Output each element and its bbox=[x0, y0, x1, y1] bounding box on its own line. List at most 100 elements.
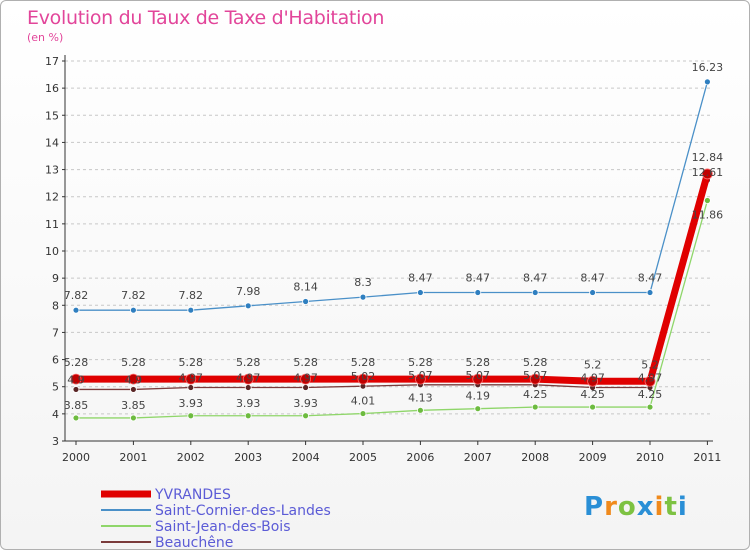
data-label: 8.3 bbox=[354, 276, 372, 289]
data-label: 5.28 bbox=[293, 356, 318, 369]
data-label: 3.93 bbox=[236, 397, 261, 410]
data-label: 5.28 bbox=[466, 356, 491, 369]
chart-title: Evolution du Taux de Taxe d'Habitation bbox=[27, 7, 385, 29]
legend-label: Saint-Cornier-des-Landes bbox=[155, 503, 331, 519]
series-point bbox=[242, 373, 254, 385]
data-label: 4.97 bbox=[179, 372, 204, 385]
data-label: 4.9 bbox=[125, 373, 143, 386]
x-tick-label: 2003 bbox=[234, 451, 262, 464]
data-label: 5.28 bbox=[179, 356, 204, 369]
series-point bbox=[644, 375, 656, 387]
legend-label: Saint-Jean-des-Bois bbox=[155, 519, 291, 535]
x-tick-label: 2009 bbox=[579, 451, 607, 464]
series-point bbox=[474, 405, 482, 413]
y-tick-label: 15 bbox=[45, 109, 59, 122]
x-tick-label: 2008 bbox=[521, 451, 549, 464]
series-point bbox=[529, 373, 541, 385]
series-point bbox=[704, 78, 711, 86]
legend-label: Beauchêne bbox=[155, 535, 233, 550]
series-point bbox=[704, 197, 711, 204]
data-label: 5.07 bbox=[523, 369, 548, 382]
y-tick-label: 16 bbox=[45, 82, 59, 95]
data-label: 8.47 bbox=[408, 272, 433, 285]
data-label: 3.93 bbox=[179, 397, 204, 410]
series-point bbox=[185, 373, 197, 385]
series-line bbox=[76, 81, 709, 311]
logo-letter: x bbox=[636, 492, 655, 522]
data-label: 4.19 bbox=[466, 390, 491, 403]
data-label: 4.13 bbox=[408, 391, 433, 404]
data-label: 5.02 bbox=[351, 370, 376, 383]
data-label: 7.82 bbox=[64, 289, 89, 302]
series-point bbox=[531, 403, 539, 411]
logo-letter: r bbox=[604, 492, 618, 522]
legend-label: YVRANDES bbox=[154, 487, 231, 503]
data-label: 4.25 bbox=[523, 388, 548, 401]
series-line bbox=[76, 179, 709, 391]
series-line bbox=[76, 200, 709, 419]
y-tick-label: 17 bbox=[45, 55, 59, 68]
series-point bbox=[646, 403, 654, 411]
series-point bbox=[127, 373, 139, 385]
data-label: 4.97 bbox=[236, 372, 261, 385]
y-tick-label: 3 bbox=[52, 435, 59, 448]
y-tick-label: 6 bbox=[52, 354, 59, 367]
series-point bbox=[359, 410, 367, 417]
series-point bbox=[474, 289, 482, 296]
data-label: 5.28 bbox=[351, 356, 376, 369]
series-point bbox=[646, 289, 654, 296]
series-point bbox=[357, 373, 369, 385]
data-label: 5.2 bbox=[641, 358, 659, 371]
series-point bbox=[187, 384, 195, 391]
data-label: 7.98 bbox=[236, 285, 261, 298]
series-point bbox=[359, 293, 367, 301]
series-point bbox=[300, 373, 312, 385]
data-label: 5.28 bbox=[64, 356, 89, 369]
series-point bbox=[72, 386, 80, 393]
series-point bbox=[589, 289, 596, 296]
series-point bbox=[70, 373, 82, 385]
series-point bbox=[72, 414, 80, 422]
y-tick-label: 12 bbox=[45, 191, 59, 204]
x-tick-label: 2010 bbox=[636, 451, 664, 464]
data-label: 8.47 bbox=[523, 272, 548, 285]
logo-letter: i bbox=[654, 492, 665, 522]
data-label: 4.97 bbox=[580, 372, 605, 385]
series-point bbox=[302, 298, 310, 305]
data-label: 8.47 bbox=[638, 272, 663, 285]
x-tick-label: 2004 bbox=[292, 451, 320, 464]
series-point bbox=[244, 384, 252, 391]
y-tick-label: 9 bbox=[52, 272, 59, 285]
data-label: 4.25 bbox=[580, 388, 605, 401]
series-point bbox=[72, 306, 80, 314]
data-label: 5.28 bbox=[408, 356, 433, 369]
series-point bbox=[414, 373, 426, 385]
data-label: 5.2 bbox=[584, 358, 602, 371]
series-point bbox=[702, 168, 713, 180]
data-label: 8.47 bbox=[580, 272, 605, 285]
y-tick-label: 8 bbox=[52, 299, 59, 312]
data-label: 4.9 bbox=[67, 373, 85, 386]
x-tick-label: 2000 bbox=[62, 451, 90, 464]
series-line bbox=[76, 172, 711, 385]
series-point bbox=[416, 406, 424, 414]
x-tick-label: 2006 bbox=[406, 451, 434, 464]
data-label: 3.85 bbox=[64, 399, 89, 412]
x-tick-label: 2011 bbox=[693, 451, 721, 464]
data-label: 7.82 bbox=[121, 289, 146, 302]
chart-unit-label: (en %) bbox=[27, 31, 64, 44]
data-label: 4.25 bbox=[638, 388, 663, 401]
x-tick-label: 2002 bbox=[177, 451, 205, 464]
data-label: 11.86 bbox=[692, 209, 724, 222]
logo-letter: i bbox=[677, 492, 688, 522]
data-label: 4.97 bbox=[638, 372, 663, 385]
y-tick-label: 4 bbox=[52, 408, 59, 421]
x-tick-label: 2007 bbox=[464, 451, 492, 464]
data-label: 12.84 bbox=[692, 151, 724, 164]
y-tick-label: 7 bbox=[52, 326, 59, 339]
y-tick-label: 10 bbox=[45, 245, 59, 258]
logo-letter: t bbox=[664, 492, 678, 522]
series-point bbox=[587, 375, 598, 387]
data-label: 8.47 bbox=[466, 272, 491, 285]
